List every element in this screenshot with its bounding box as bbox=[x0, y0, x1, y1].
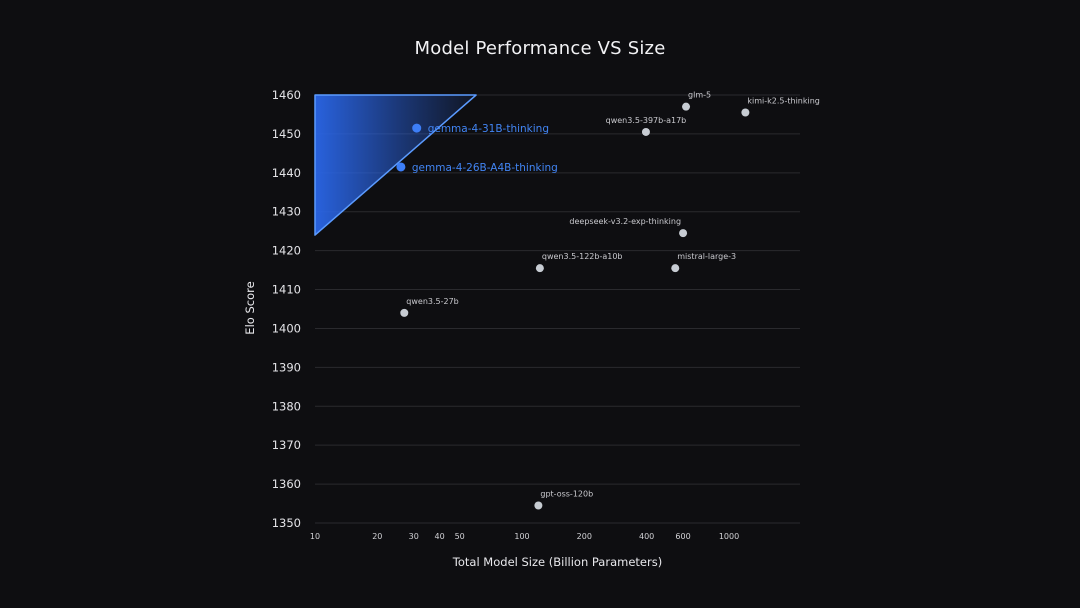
y-tick-label: 1420 bbox=[272, 244, 301, 258]
data-point bbox=[534, 501, 543, 510]
data-point-label: mistral-large-3 bbox=[677, 252, 736, 261]
data-point bbox=[741, 108, 750, 117]
data-point bbox=[396, 162, 406, 172]
data-point bbox=[679, 229, 688, 238]
y-tick-label: 1360 bbox=[272, 477, 301, 491]
data-point-label: deepseek-v3.2-exp-thinking bbox=[569, 217, 681, 226]
y-tick-label: 1410 bbox=[272, 283, 301, 297]
x-tick-label: 400 bbox=[639, 532, 654, 541]
x-tick-label: 30 bbox=[409, 532, 419, 541]
data-point bbox=[682, 102, 691, 111]
y-tick-label: 1390 bbox=[272, 360, 301, 374]
x-tick-label: 10 bbox=[310, 532, 320, 541]
x-axis-title: Total Model Size (Billion Parameters) bbox=[452, 555, 663, 569]
data-point bbox=[671, 264, 680, 273]
chart-title: Model Performance VS Size bbox=[414, 38, 666, 59]
data-point bbox=[535, 264, 544, 273]
data-point-label: gemma-4-31B-thinking bbox=[428, 123, 549, 135]
data-point bbox=[400, 308, 409, 317]
data-point bbox=[412, 123, 422, 133]
data-point-label: qwen3.5-397b-a17b bbox=[606, 116, 687, 125]
y-tick-label: 1350 bbox=[272, 516, 301, 530]
data-point-label: qwen3.5-27b bbox=[406, 297, 458, 306]
y-tick-label: 1450 bbox=[272, 127, 301, 141]
x-tick-label: 50 bbox=[455, 532, 465, 541]
y-tick-label: 1430 bbox=[272, 205, 301, 219]
data-point-label: gpt-oss-120b bbox=[540, 489, 593, 498]
x-tick-label: 600 bbox=[675, 532, 690, 541]
y-tick-label: 1380 bbox=[272, 399, 301, 413]
x-tick-label: 20 bbox=[372, 532, 382, 541]
x-tick-label: 40 bbox=[435, 532, 445, 541]
y-tick-label: 1370 bbox=[272, 438, 301, 452]
data-point-label: kimi-k2.5-thinking bbox=[747, 97, 820, 106]
y-tick-label: 1440 bbox=[272, 166, 301, 180]
data-point-label: glm-5 bbox=[688, 91, 711, 100]
data-point-label: gemma-4-26B-A4B-thinking bbox=[412, 162, 558, 174]
x-tick-label: 1000 bbox=[719, 532, 739, 541]
x-tick-label: 200 bbox=[577, 532, 592, 541]
y-tick-label: 1460 bbox=[272, 88, 301, 102]
data-point bbox=[641, 127, 650, 136]
x-tick-label: 100 bbox=[514, 532, 529, 541]
data-point-label: qwen3.5-122b-a10b bbox=[542, 252, 623, 261]
highlight-triangle bbox=[314, 94, 477, 236]
y-tick-label: 1400 bbox=[272, 321, 301, 335]
